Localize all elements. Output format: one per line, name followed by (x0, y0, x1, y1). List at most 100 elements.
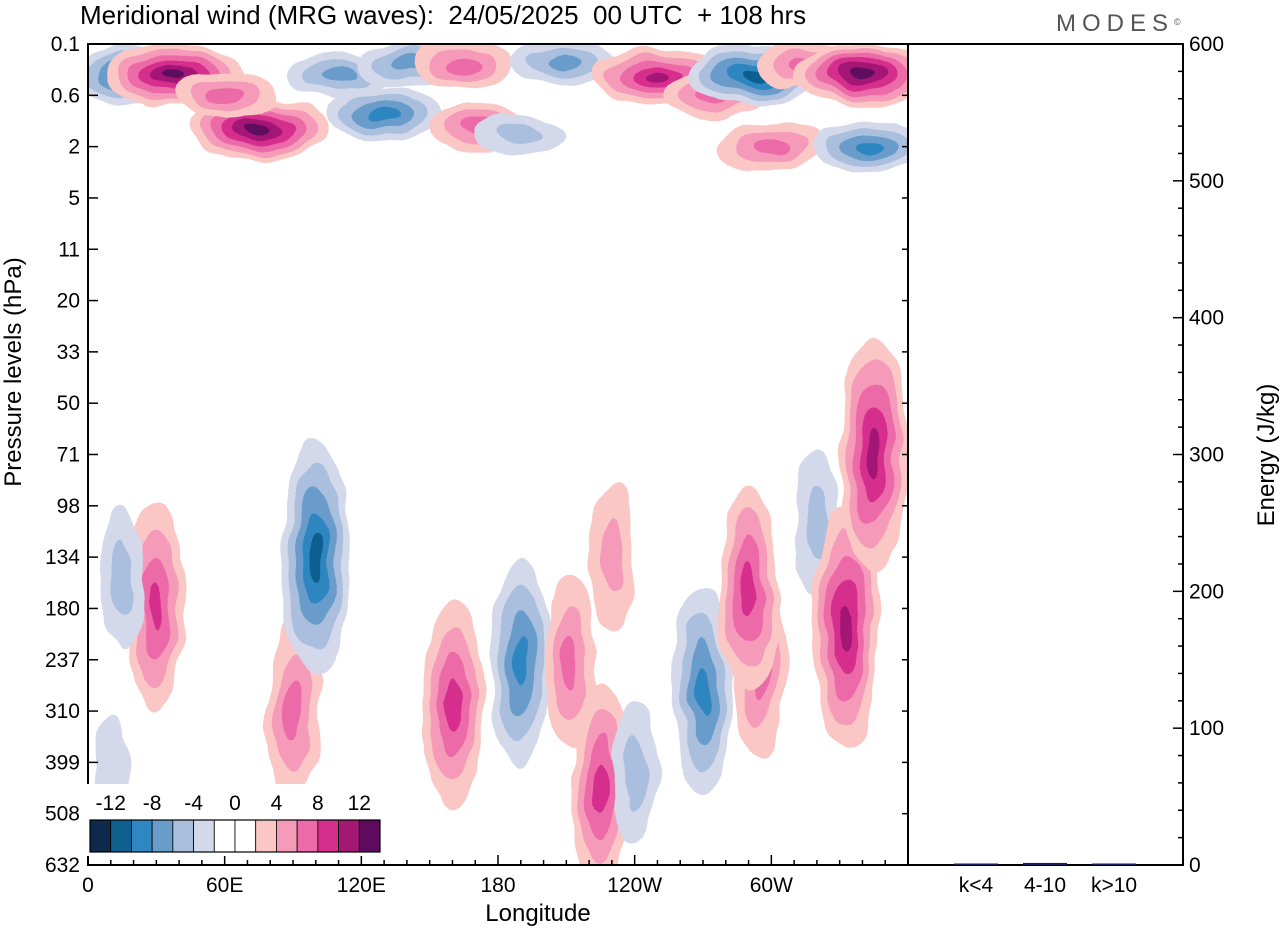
y-tick-label: 2 (68, 136, 80, 159)
colorbar-label: 12 (348, 792, 371, 815)
colorbar-label: -4 (184, 792, 203, 815)
contour-level (284, 681, 302, 741)
contour-level (867, 430, 881, 479)
y-tick-label: 0.1 (51, 33, 80, 56)
colorbar-swatch (151, 819, 174, 853)
y-tick-label: 20 (57, 290, 80, 313)
y-tick-label: 11 (58, 238, 80, 261)
y-tick-label: 5 (68, 187, 80, 210)
x-axis: 0 60E 120E 180 120W 60W (82, 855, 909, 897)
energy-panel-frame (907, 43, 1184, 866)
contour-field (88, 44, 908, 865)
y-tick-label: 180 (45, 597, 80, 620)
colorbar-swatch (317, 819, 339, 853)
colorbar-frame (89, 819, 381, 853)
contour-feature (570, 683, 631, 865)
y-tick-label: 98 (57, 495, 80, 518)
contour-level (207, 87, 242, 104)
colorbar-swatch (213, 819, 236, 853)
x-tick-label: 60E (206, 874, 243, 897)
y-tick-label: 508 (45, 803, 80, 826)
contour-level (446, 56, 482, 72)
contour-level (754, 138, 789, 155)
logo-text: MODES (1056, 10, 1175, 37)
colorbar-label: -8 (143, 792, 162, 815)
colorbar-swatch (131, 819, 153, 853)
contour-feature (719, 123, 824, 170)
contour-level (805, 488, 828, 561)
y-tick-label: 71 (57, 444, 80, 467)
colorbar-swatch (296, 819, 319, 853)
x-tick-label: 180 (480, 874, 515, 897)
contour-feature (422, 600, 483, 809)
contour-feature (792, 44, 908, 108)
energy-tick-label: 400 (1189, 307, 1224, 330)
contour-level (309, 533, 323, 582)
x-axis-title: Longitude (485, 900, 590, 927)
colorbar-label: 0 (229, 792, 241, 815)
x-tick-label: 120W (607, 874, 662, 897)
colorbar-label: -12 (96, 792, 126, 815)
modes-logo: MODES© (1056, 10, 1181, 38)
contour-feature (718, 484, 779, 692)
contour-level (600, 521, 623, 594)
contour-level (850, 70, 875, 81)
energy-category-label: k>10 (1091, 874, 1137, 897)
colorbar-label: 4 (271, 792, 283, 815)
contour-level (162, 70, 187, 81)
contour-feature (281, 437, 350, 678)
x-tick-label: 0 (82, 874, 94, 897)
energy-axis-title: Energy (J/kg) (1253, 384, 1280, 527)
contour-level (148, 582, 164, 635)
y-axis-title: Pressure levels (hPa) (0, 257, 27, 486)
contour-feature (100, 504, 145, 649)
contour-level (549, 56, 584, 72)
energy-tick-label: 200 (1189, 580, 1224, 603)
y-tick-label: 50 (57, 392, 80, 415)
energy-tick-label: 0 (1189, 854, 1201, 877)
contour-feature (811, 120, 908, 173)
contour-feature (326, 86, 443, 139)
y-tick-label: 310 (45, 700, 80, 723)
contour-level (497, 124, 544, 145)
contour-feature (612, 701, 657, 846)
contour-feature (490, 558, 551, 767)
contour-feature (514, 44, 619, 87)
contour-feature (673, 587, 733, 796)
contour-level (321, 67, 356, 84)
y-axis-energy: 0 100 200 300 400 500 600 (1173, 33, 1224, 877)
contour-level (854, 140, 884, 154)
contour-feature (812, 508, 881, 749)
energy-bar (954, 863, 998, 865)
energy-bars: k<4 4-10 k>10 (954, 862, 1137, 897)
contour-feature (172, 72, 277, 119)
contour-level (623, 737, 646, 810)
contour-level (247, 123, 271, 134)
colorbar-swatch (172, 819, 194, 853)
colorbar-swatch (234, 819, 257, 853)
energy-tick-label: 600 (1189, 33, 1224, 56)
energy-category-label: k<4 (959, 874, 994, 897)
contour-level (444, 678, 460, 731)
contour-feature (474, 114, 567, 155)
energy-bar (1023, 862, 1067, 865)
contour-level (562, 630, 580, 690)
colorbar-swatch (255, 819, 277, 853)
colorbar-swatch (89, 819, 112, 853)
logo-mark: © (1174, 17, 1181, 27)
energy-tick-label: 100 (1189, 717, 1224, 740)
colorbar: -12 -8 -4 0 4 8 12 (86, 784, 384, 856)
colorbar-swatch (358, 819, 381, 853)
y-tick-label: 33 (57, 341, 80, 364)
y-tick-label: 0.6 (51, 84, 80, 107)
y-tick-label: 237 (45, 649, 80, 672)
colorbar-swatch (276, 819, 298, 853)
contour-level (513, 636, 529, 689)
contour-level (111, 540, 134, 613)
contour-feature (839, 334, 908, 575)
contour-level (839, 604, 854, 653)
energy-category-label: 4-10 (1024, 874, 1066, 897)
contour-level (695, 665, 711, 718)
y-tick-label: 399 (45, 751, 80, 774)
